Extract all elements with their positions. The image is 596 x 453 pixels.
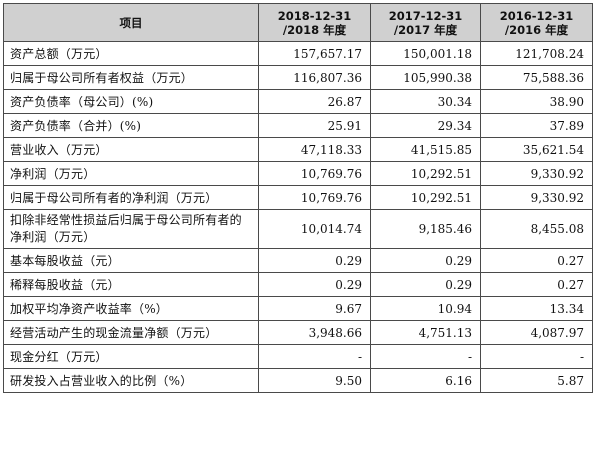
value-2017: 150,001.18 xyxy=(370,41,481,66)
header-item: 项目 xyxy=(3,3,259,42)
value-2016: 13.34 xyxy=(480,296,593,321)
value-2016: 0.27 xyxy=(480,272,593,297)
value-2016: 9,330.92 xyxy=(480,161,593,186)
value-2017: - xyxy=(370,344,481,369)
value-2016: 75,588.36 xyxy=(480,65,593,90)
header-2017: 2017-12-31 /2017 年度 xyxy=(370,3,481,42)
table-row: 研发投入占营业收入的比例（%） 9.50 6.16 5.87 xyxy=(3,368,593,393)
header-2017-date: 2017-12-31 xyxy=(388,8,463,23)
row-label: 资产负债率（合并）(%) xyxy=(3,113,259,138)
table-row: 加权平均净资产收益率（%） 9.67 10.94 13.34 xyxy=(3,296,593,321)
value-2017: 41,515.85 xyxy=(370,137,481,162)
row-label: 归属于母公司所有者的净利润（万元） xyxy=(3,185,259,210)
value-2018: 0.29 xyxy=(258,248,371,273)
value-2018: - xyxy=(258,344,371,369)
value-2017: 0.29 xyxy=(370,272,481,297)
value-2018: 9.67 xyxy=(258,296,371,321)
value-2017: 9,185.46 xyxy=(370,209,481,249)
value-2016: 9,330.92 xyxy=(480,185,593,210)
row-label: 资产负债率（母公司）(%) xyxy=(3,89,259,114)
header-2016-date: 2016-12-31 xyxy=(499,8,574,23)
value-2018: 116,807.36 xyxy=(258,65,371,90)
financial-data-table: 项目 2018-12-31 /2018 年度 2017-12-31 /2017 … xyxy=(3,3,593,393)
row-label: 现金分红（万元） xyxy=(3,344,259,369)
value-2018: 10,769.76 xyxy=(258,161,371,186)
header-2016: 2016-12-31 /2016 年度 xyxy=(480,3,593,42)
header-2018-year: /2018 年度 xyxy=(282,22,347,37)
value-2016: 37.89 xyxy=(480,113,593,138)
value-2018: 25.91 xyxy=(258,113,371,138)
value-2018: 10,014.74 xyxy=(258,209,371,249)
table-row: 资产负债率（合并）(%) 25.91 29.34 37.89 xyxy=(3,113,593,138)
table-row: 资产负债率（母公司）(%) 26.87 30.34 38.90 xyxy=(3,89,593,114)
value-2017: 30.34 xyxy=(370,89,481,114)
value-2016: 0.27 xyxy=(480,248,593,273)
value-2017: 29.34 xyxy=(370,113,481,138)
value-2018: 47,118.33 xyxy=(258,137,371,162)
table-header-row: 项目 2018-12-31 /2018 年度 2017-12-31 /2017 … xyxy=(3,3,593,42)
row-label: 营业收入（万元） xyxy=(3,137,259,162)
row-label: 稀释每股收益（元） xyxy=(3,272,259,297)
value-2017: 10,292.51 xyxy=(370,161,481,186)
value-2017: 105,990.38 xyxy=(370,65,481,90)
value-2016: 5.87 xyxy=(480,368,593,393)
header-2018: 2018-12-31 /2018 年度 xyxy=(258,3,371,42)
value-2017: 4,751.13 xyxy=(370,320,481,345)
value-2018: 0.29 xyxy=(258,272,371,297)
header-2018-date: 2018-12-31 xyxy=(277,8,352,23)
row-label: 研发投入占营业收入的比例（%） xyxy=(3,368,259,393)
table-row: 归属于母公司所有者的净利润（万元） 10,769.76 10,292.51 9,… xyxy=(3,185,593,210)
value-2016: 8,455.08 xyxy=(480,209,593,249)
table-row: 归属于母公司所有者权益（万元） 116,807.36 105,990.38 75… xyxy=(3,65,593,90)
value-2017: 10,292.51 xyxy=(370,185,481,210)
row-label: 加权平均净资产收益率（%） xyxy=(3,296,259,321)
value-2017: 6.16 xyxy=(370,368,481,393)
row-label: 基本每股收益（元） xyxy=(3,248,259,273)
table-row: 资产总额（万元） 157,657.17 150,001.18 121,708.2… xyxy=(3,41,593,66)
value-2017: 10.94 xyxy=(370,296,481,321)
row-label: 经营活动产生的现金流量净额（万元） xyxy=(3,320,259,345)
value-2018: 157,657.17 xyxy=(258,41,371,66)
row-label: 净利润（万元） xyxy=(3,161,259,186)
value-2018: 26.87 xyxy=(258,89,371,114)
value-2016: 38.90 xyxy=(480,89,593,114)
value-2016: 4,087.97 xyxy=(480,320,593,345)
value-2018: 10,769.76 xyxy=(258,185,371,210)
value-2016: 121,708.24 xyxy=(480,41,593,66)
row-label: 扣除非经常性损益后归属于母公司所有者的净利润（万元） xyxy=(3,209,259,249)
table-row: 稀释每股收益（元） 0.29 0.29 0.27 xyxy=(3,272,593,297)
value-2017: 0.29 xyxy=(370,248,481,273)
value-2018: 3,948.66 xyxy=(258,320,371,345)
table-row: 营业收入（万元） 47,118.33 41,515.85 35,621.54 xyxy=(3,137,593,162)
table-row: 基本每股收益（元） 0.29 0.29 0.27 xyxy=(3,248,593,273)
table-row: 经营活动产生的现金流量净额（万元） 3,948.66 4,751.13 4,08… xyxy=(3,320,593,345)
value-2016: 35,621.54 xyxy=(480,137,593,162)
row-label: 资产总额（万元） xyxy=(3,41,259,66)
row-label: 归属于母公司所有者权益（万元） xyxy=(3,65,259,90)
table-row: 现金分红（万元） - - - xyxy=(3,344,593,369)
table-row: 扣除非经常性损益后归属于母公司所有者的净利润（万元） 10,014.74 9,1… xyxy=(3,209,593,249)
header-2016-year: /2016 年度 xyxy=(504,22,569,37)
table-row: 净利润（万元） 10,769.76 10,292.51 9,330.92 xyxy=(3,161,593,186)
header-2017-year: /2017 年度 xyxy=(393,22,458,37)
value-2016: - xyxy=(480,344,593,369)
value-2018: 9.50 xyxy=(258,368,371,393)
